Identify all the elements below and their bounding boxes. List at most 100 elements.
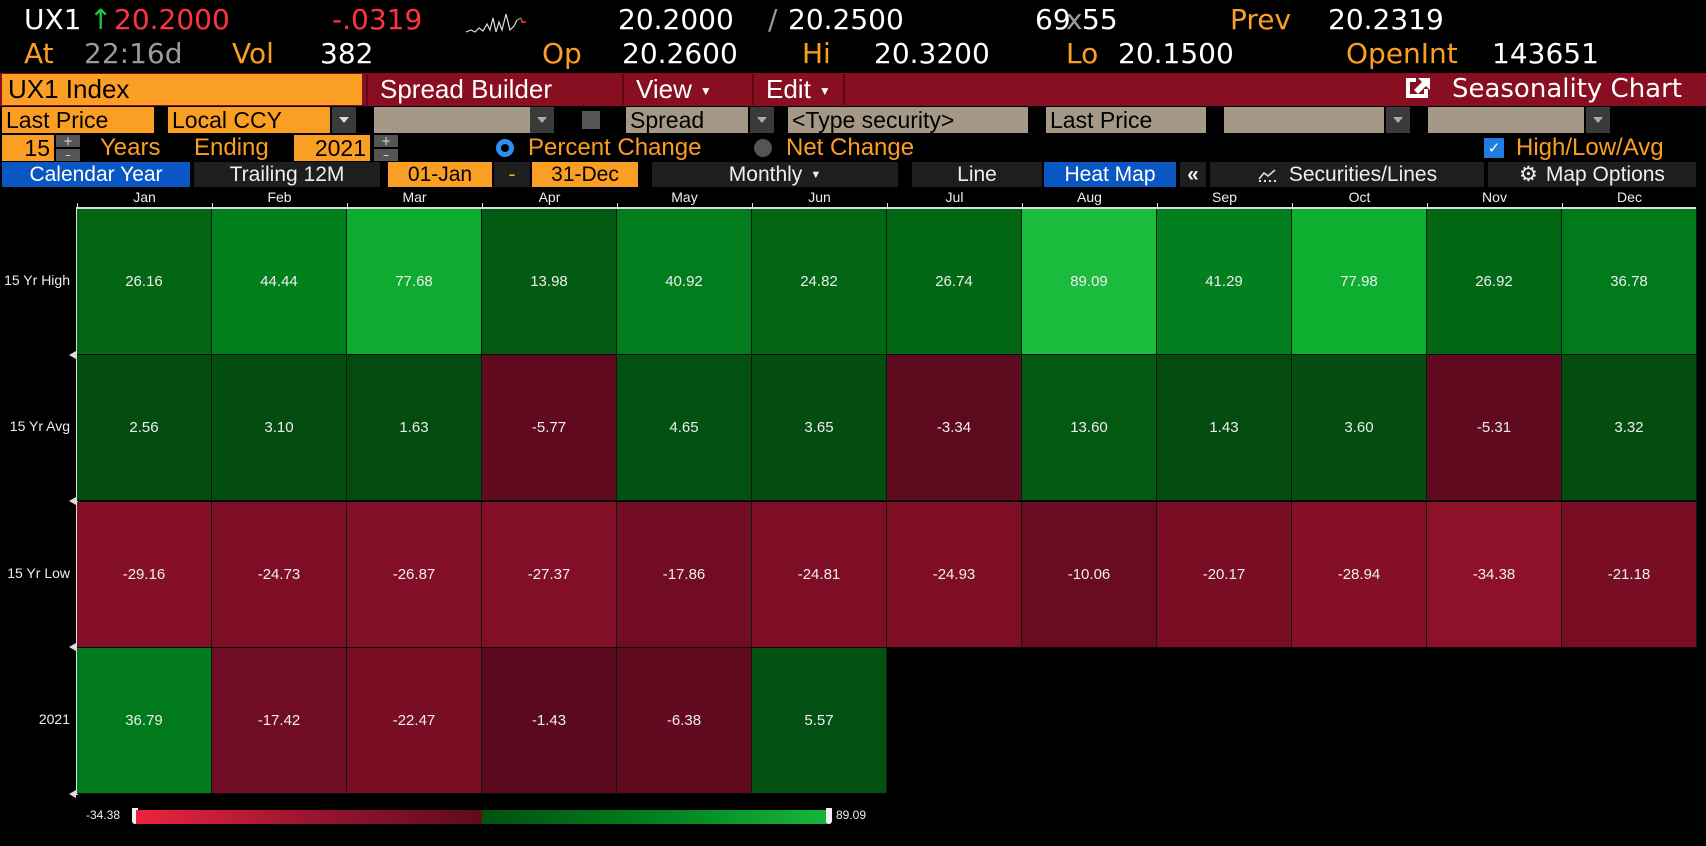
security-field[interactable]: UX1 Index (2, 74, 362, 105)
heatmap-cell[interactable]: 13.98 (482, 209, 617, 355)
heatmap-cell[interactable]: -34.38 (1427, 502, 1562, 648)
heatmap-cell[interactable]: 41.29 (1157, 209, 1292, 355)
heatmap-cell[interactable]: 77.68 (347, 209, 482, 355)
end-year-stepper[interactable]: + – (374, 135, 398, 161)
percent-change-radio[interactable] (496, 139, 514, 157)
years-input[interactable]: 15 (2, 135, 54, 161)
plus-icon[interactable]: + (56, 135, 80, 147)
heatmap-cell[interactable]: -24.93 (887, 502, 1022, 648)
date-separator: - (494, 162, 530, 187)
legend-max-handle[interactable] (826, 808, 832, 824)
currency-selector[interactable]: Local CCY (168, 107, 330, 133)
at-label: At (24, 37, 54, 70)
heatmap-cell[interactable]: 3.65 (752, 355, 887, 501)
heatmap-cell[interactable]: 3.10 (212, 355, 347, 501)
heatmap-cell[interactable]: 44.44 (212, 209, 347, 355)
spread-checkbox[interactable] (582, 111, 600, 129)
heatmap-cell[interactable]: 26.92 (1427, 209, 1562, 355)
heatmap-cell[interactable]: -26.87 (347, 502, 482, 648)
spread-dropdown-icon[interactable] (750, 107, 774, 133)
blank-field-2[interactable] (1224, 107, 1384, 133)
heatmap-cell[interactable]: 1.43 (1157, 355, 1292, 501)
month-label: Feb (267, 189, 292, 205)
heatmap-cell[interactable]: 2.56 (77, 355, 212, 501)
heatmap-cell[interactable]: 4.65 (617, 355, 752, 501)
heatmap-cell[interactable]: 5.57 (752, 648, 887, 794)
spread-selector[interactable]: Spread (626, 107, 748, 133)
x-tick (617, 203, 618, 208)
field1-selector[interactable]: Last Price (2, 107, 154, 133)
heatmap-cell[interactable]: -24.81 (752, 502, 887, 648)
chevron-down-icon: ▼ (818, 83, 831, 98)
heatmap-cell[interactable]: 1.63 (347, 355, 482, 501)
page-title: Seasonality Chart (1404, 74, 1682, 105)
external-link-icon[interactable] (1404, 74, 1434, 100)
tab-line[interactable]: Line (912, 162, 1042, 187)
map-options-label: Map Options (1545, 163, 1665, 186)
heatmap-cell[interactable]: -21.18 (1562, 502, 1697, 648)
ask-size: 55 (1082, 3, 1118, 36)
heatmap-cell[interactable]: -27.37 (482, 502, 617, 648)
blank-field-3-dropdown-icon[interactable] (1586, 107, 1610, 133)
heatmap-cell[interactable]: 3.60 (1292, 355, 1427, 501)
legend-min-handle[interactable] (132, 808, 138, 824)
security-input[interactable]: <Type security> (788, 107, 1028, 133)
plus-icon[interactable]: + (374, 135, 398, 147)
heatmap-cell[interactable]: -22.47 (347, 648, 482, 794)
collapse-panel-button[interactable]: « (1180, 162, 1206, 187)
blank-field-2-dropdown-icon[interactable] (1386, 107, 1410, 133)
heatmap-cell[interactable]: 24.82 (752, 209, 887, 355)
end-date-input[interactable]: 31-Dec (532, 162, 638, 187)
heatmap-cell[interactable]: -3.34 (887, 355, 1022, 501)
blank-field-1[interactable] (374, 107, 530, 133)
open-value: 20.2600 (622, 37, 738, 70)
years-stepper[interactable]: + – (56, 135, 80, 161)
y-tick (69, 497, 76, 505)
heatmap-cell[interactable]: -6.38 (617, 648, 752, 794)
heatmap-cell[interactable]: -24.73 (212, 502, 347, 648)
heatmap-cell[interactable]: 13.60 (1022, 355, 1157, 501)
heatmap-cell[interactable]: 3.32 (1562, 355, 1697, 501)
blank-field-3[interactable] (1428, 107, 1584, 133)
heatmap-cell[interactable]: -1.43 (482, 648, 617, 794)
heatmap-cell[interactable]: -5.31 (1427, 355, 1562, 501)
heatmap-cell[interactable]: -17.86 (617, 502, 752, 648)
minus-icon[interactable]: – (374, 149, 398, 161)
heatmap-cell[interactable]: 36.78 (1562, 209, 1697, 355)
start-date-input[interactable]: 01-Jan (388, 162, 492, 187)
tab-calendar-year[interactable]: Calendar Year (2, 162, 190, 187)
heatmap-cell[interactable]: -29.16 (77, 502, 212, 648)
heatmap-cell[interactable]: 40.92 (617, 209, 752, 355)
x-tick (1427, 203, 1428, 208)
map-options-button[interactable]: ⚙ Map Options (1488, 162, 1696, 187)
net-change-label[interactable]: Net Change (786, 134, 915, 161)
heatmap-cell[interactable]: 89.09 (1022, 209, 1157, 355)
heatmap-cell[interactable]: 26.74 (887, 209, 1022, 355)
heatmap-cell[interactable]: -17.42 (212, 648, 347, 794)
heatmap-cell[interactable]: -20.17 (1157, 502, 1292, 648)
edit-menu[interactable]: Edit ▼ (752, 74, 845, 105)
currency-dropdown-icon[interactable] (332, 107, 356, 133)
heatmap-cell[interactable]: -5.77 (482, 355, 617, 501)
minus-icon[interactable]: – (56, 149, 80, 161)
field2-selector[interactable]: Last Price (1046, 107, 1206, 133)
tab-trailing-12m[interactable]: Trailing 12M (194, 162, 380, 187)
percent-change-label[interactable]: Percent Change (528, 134, 702, 161)
spread-builder-button[interactable]: Spread Builder (366, 74, 564, 105)
view-menu[interactable]: View ▼ (622, 74, 724, 105)
x-tick (752, 203, 753, 208)
high-low-avg-label[interactable]: High/Low/Avg (1516, 134, 1664, 161)
heatmap-cell[interactable]: 26.16 (77, 209, 212, 355)
securities-lines-button[interactable]: Securities/Lines (1210, 162, 1484, 187)
heatmap-cell[interactable]: -10.06 (1022, 502, 1157, 648)
blank-field-1-dropdown-icon[interactable] (530, 107, 554, 133)
open-interest-value: 143651 (1492, 37, 1599, 70)
periodicity-dropdown[interactable]: Monthly ▼ (652, 162, 898, 187)
tab-heat-map[interactable]: Heat Map (1044, 162, 1176, 187)
high-low-avg-checkbox[interactable]: ✓ (1484, 138, 1504, 158)
heatmap-cell[interactable]: 36.79 (77, 648, 212, 794)
heatmap-cell[interactable]: -28.94 (1292, 502, 1427, 648)
net-change-radio[interactable] (754, 139, 772, 157)
end-year-input[interactable]: 2021 (294, 135, 370, 161)
heatmap-cell[interactable]: 77.98 (1292, 209, 1427, 355)
